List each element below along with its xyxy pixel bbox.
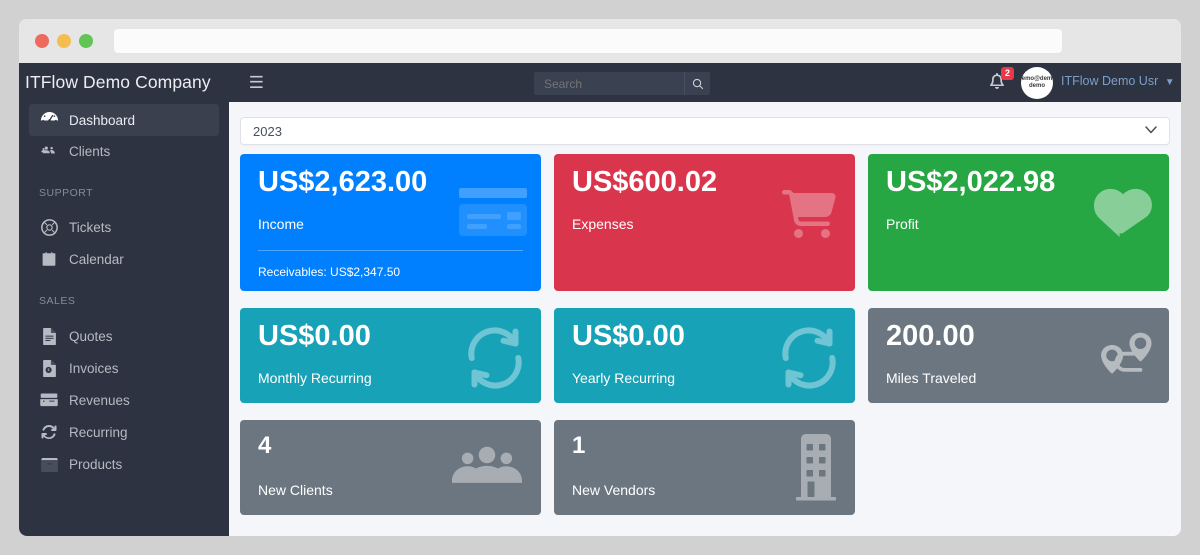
svg-text:$: $: [47, 368, 49, 372]
